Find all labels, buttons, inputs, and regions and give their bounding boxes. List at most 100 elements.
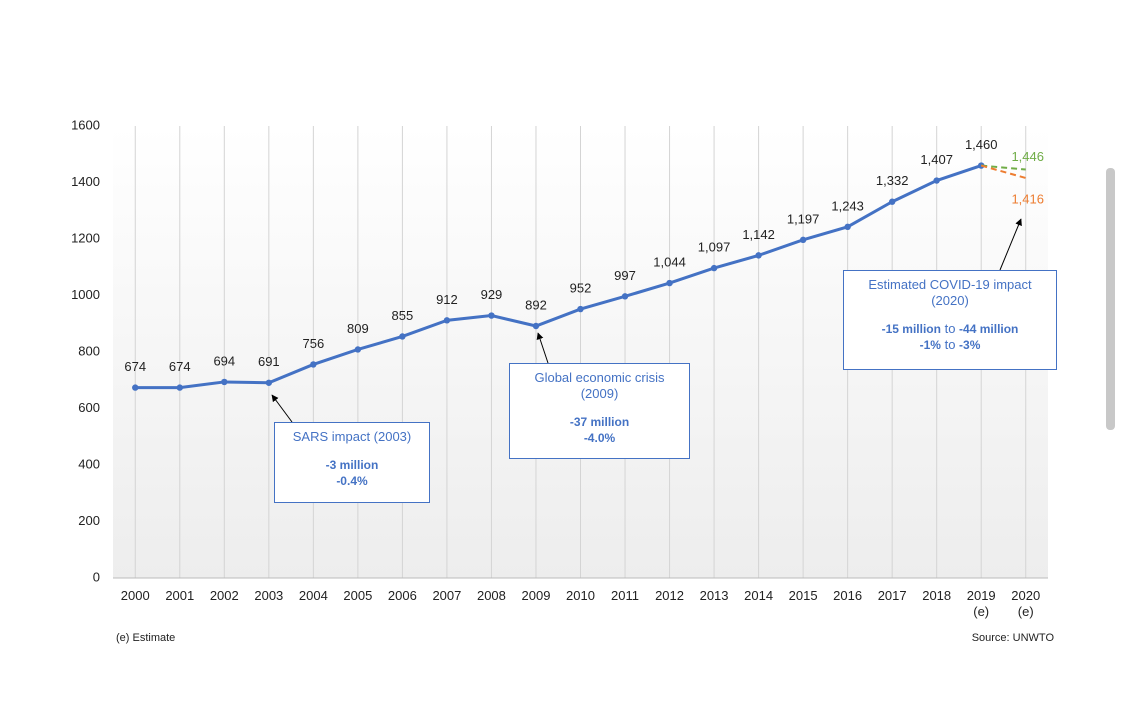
data-point bbox=[710, 264, 718, 272]
x-tick-label: 2019 (e) bbox=[966, 588, 996, 619]
x-tick-label: 2011 bbox=[611, 588, 639, 603]
x-tick-label: 2020 (e) bbox=[1011, 588, 1041, 619]
annotation-line: -1% to -3% bbox=[844, 337, 1056, 353]
data-label: 1,097 bbox=[698, 240, 731, 255]
annotation-box: Global economic crisis (2009) -37 million… bbox=[509, 363, 690, 459]
data-label: 1,446 bbox=[1011, 149, 1044, 164]
data-label: 1,142 bbox=[742, 227, 775, 242]
series-line bbox=[981, 164, 1026, 171]
annotation-text: -0.4% bbox=[336, 474, 368, 488]
annotation-line: -3 million bbox=[275, 457, 429, 473]
annotation-title: Estimated COVID-19 impact (2020) bbox=[868, 277, 1032, 308]
data-point bbox=[933, 177, 940, 184]
annotation-line: -15 million to -44 million bbox=[844, 321, 1056, 337]
series-line bbox=[135, 164, 982, 390]
data-point bbox=[532, 322, 540, 330]
annotation-line: -0.4% bbox=[275, 473, 429, 489]
x-tick-label: 2005 bbox=[343, 588, 373, 603]
data-point bbox=[755, 252, 762, 259]
data-point bbox=[132, 384, 139, 391]
data-point bbox=[666, 279, 673, 287]
data-label: 694 bbox=[213, 353, 235, 368]
y-tick-label: 600 bbox=[78, 400, 100, 415]
x-tick-label: 2012 bbox=[655, 588, 684, 603]
data-label: 1,243 bbox=[831, 198, 864, 213]
annotation-text: -1% bbox=[919, 338, 941, 352]
data-point bbox=[310, 361, 317, 368]
x-tick-label: 2009 bbox=[521, 588, 551, 603]
x-tick-label: 2004 bbox=[298, 588, 328, 603]
data-point bbox=[221, 378, 228, 386]
x-tick-label: 2007 bbox=[432, 588, 462, 603]
x-tick-label: 2013 bbox=[699, 588, 729, 603]
x-tick-label: 2008 bbox=[476, 588, 506, 603]
x-tick-label: 2017 bbox=[877, 588, 907, 603]
data-point bbox=[799, 236, 807, 244]
arrow bbox=[999, 218, 1022, 271]
data-point bbox=[488, 312, 495, 319]
data-point bbox=[354, 346, 362, 353]
data-label: 809 bbox=[347, 321, 369, 336]
x-tick-label: 2002 bbox=[209, 588, 239, 603]
data-point bbox=[443, 317, 451, 324]
series-line bbox=[980, 164, 1027, 179]
annotation-text: -3% bbox=[959, 338, 981, 352]
data-point bbox=[844, 223, 851, 231]
source: Source: UNWTO bbox=[971, 632, 1054, 644]
annotation-text: -44 million bbox=[959, 322, 1019, 336]
data-label: 1,460 bbox=[965, 137, 998, 152]
data-label: 1,197 bbox=[787, 211, 820, 226]
x-tick-label: 2015 bbox=[788, 588, 818, 603]
data-label: 756 bbox=[303, 336, 325, 351]
data-label: 691 bbox=[258, 354, 280, 369]
x-tick-label: 2001 bbox=[165, 588, 195, 603]
annotation-title: SARS impact (2003) bbox=[292, 429, 412, 444]
y-tick-label: 800 bbox=[78, 343, 100, 358]
data-label: 1,416 bbox=[1011, 191, 1044, 206]
x-tick-label: 2000 bbox=[120, 588, 150, 603]
data-point bbox=[399, 333, 406, 340]
y-tick-label: 400 bbox=[78, 456, 100, 471]
data-point bbox=[265, 379, 273, 386]
data-point bbox=[888, 198, 896, 205]
annotation-line: -37 million bbox=[510, 414, 689, 430]
data-label: 1,332 bbox=[876, 173, 909, 188]
x-tick-label: 2018 bbox=[922, 588, 952, 603]
annotation-text: -3 million bbox=[325, 458, 379, 472]
data-label: 674 bbox=[124, 359, 146, 374]
data-label: 1,407 bbox=[920, 152, 953, 167]
x-tick-label: 2003 bbox=[254, 588, 284, 603]
annotation-line: -4.0% bbox=[510, 430, 689, 446]
scrollbar[interactable] bbox=[1106, 168, 1115, 430]
data-label: 674 bbox=[169, 359, 191, 374]
x-tick-label: 2010 bbox=[566, 588, 595, 603]
annotation-title: Global economic crisis (2009) bbox=[534, 370, 665, 401]
y-tick-label: 0 bbox=[93, 569, 100, 584]
x-tick-label: 2014 bbox=[744, 588, 774, 603]
data-label: 997 bbox=[614, 268, 636, 283]
arrow bbox=[536, 332, 549, 364]
data-point bbox=[176, 384, 183, 391]
y-tick-label: 1600 bbox=[71, 117, 100, 132]
y-tick-label: 1200 bbox=[71, 230, 100, 245]
data-label: 892 bbox=[525, 297, 547, 312]
arrow bbox=[271, 394, 293, 423]
y-tick-label: 200 bbox=[78, 513, 100, 528]
data-label: 952 bbox=[570, 280, 592, 295]
footnote: (e) Estimate bbox=[116, 632, 176, 644]
annotation-text: to bbox=[944, 337, 956, 352]
annotation-text: -15 million bbox=[881, 322, 941, 336]
data-label: 1,044 bbox=[653, 255, 686, 270]
x-tick-label: 2006 bbox=[387, 588, 417, 603]
x-tick-label: 2016 bbox=[833, 588, 863, 603]
annotation-text: -37 million bbox=[569, 415, 630, 429]
y-tick-label: 1400 bbox=[71, 174, 100, 189]
data-label: 855 bbox=[392, 308, 414, 323]
annotation-text: -4.0% bbox=[583, 431, 616, 445]
y-tick-label: 1000 bbox=[71, 287, 100, 302]
data-label: 912 bbox=[436, 292, 458, 307]
data-label: 929 bbox=[481, 287, 503, 302]
data-point bbox=[621, 293, 629, 300]
data-point bbox=[577, 305, 584, 313]
